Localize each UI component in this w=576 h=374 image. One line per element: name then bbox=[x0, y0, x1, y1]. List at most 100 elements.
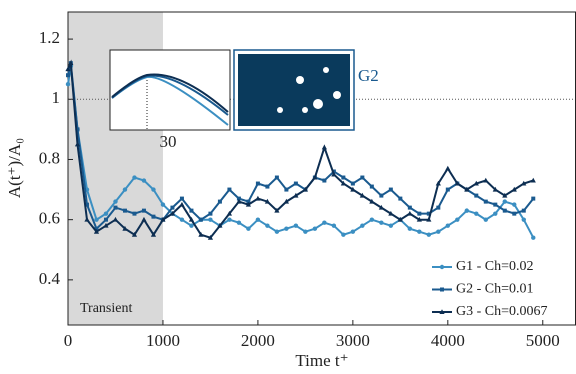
marker bbox=[351, 182, 355, 186]
chart: A(t⁺)/A₀ Time t⁺ Transient0.40.60.811.20… bbox=[0, 0, 576, 374]
marker bbox=[512, 202, 516, 206]
marker bbox=[370, 217, 374, 221]
marker bbox=[417, 212, 421, 216]
marker bbox=[208, 217, 212, 221]
y-axis-label: A(t⁺)/A₀ bbox=[5, 138, 24, 198]
marker bbox=[436, 206, 440, 210]
marker bbox=[265, 223, 269, 227]
marker bbox=[227, 217, 231, 221]
marker bbox=[170, 206, 174, 210]
marker bbox=[294, 182, 298, 186]
inset-zoom bbox=[110, 50, 230, 130]
marker bbox=[275, 176, 279, 180]
marker bbox=[322, 145, 327, 150]
legend-label: G1 - Ch=0.02 bbox=[456, 259, 534, 274]
marker bbox=[503, 199, 507, 203]
marker bbox=[322, 179, 326, 183]
marker bbox=[66, 73, 70, 77]
marker bbox=[389, 223, 393, 227]
marker bbox=[531, 197, 535, 201]
marker bbox=[445, 166, 450, 171]
marker bbox=[455, 217, 459, 221]
marker bbox=[503, 209, 507, 213]
x-tick-label: 5000 bbox=[526, 331, 560, 350]
y-tick-label: 1.2 bbox=[39, 28, 60, 47]
marker bbox=[360, 176, 364, 180]
marker bbox=[227, 188, 231, 192]
marker bbox=[436, 230, 440, 234]
marker bbox=[379, 220, 383, 224]
marker bbox=[417, 230, 421, 234]
marker bbox=[512, 212, 516, 216]
marker bbox=[66, 82, 70, 86]
x-tick-label: 1000 bbox=[146, 331, 180, 350]
marker bbox=[484, 200, 488, 204]
marker bbox=[256, 217, 260, 221]
marker bbox=[389, 188, 393, 192]
marker bbox=[360, 223, 364, 227]
marker bbox=[132, 212, 136, 216]
marker bbox=[123, 187, 127, 191]
marker bbox=[522, 209, 526, 213]
marker bbox=[199, 218, 203, 222]
marker bbox=[151, 187, 155, 191]
inset-label: G2 bbox=[358, 66, 379, 85]
marker bbox=[427, 233, 431, 237]
marker bbox=[208, 212, 212, 216]
marker bbox=[322, 220, 326, 224]
y-tick-label: 0.6 bbox=[39, 209, 60, 228]
marker bbox=[446, 188, 450, 192]
marker bbox=[493, 203, 497, 207]
marker bbox=[161, 202, 165, 206]
marker bbox=[440, 288, 444, 292]
marker bbox=[446, 223, 450, 227]
marker bbox=[493, 211, 497, 215]
legend-label: G3 - Ch=0.0067 bbox=[456, 304, 548, 319]
marker bbox=[246, 226, 250, 230]
marker bbox=[341, 233, 345, 237]
marker bbox=[180, 197, 184, 201]
marker bbox=[189, 223, 193, 227]
marker bbox=[465, 208, 469, 212]
marker bbox=[522, 217, 526, 221]
inset-tick-label: 30 bbox=[160, 132, 177, 151]
marker bbox=[370, 185, 374, 189]
marker bbox=[189, 209, 193, 213]
region-label: Transient bbox=[80, 301, 132, 316]
marker bbox=[474, 211, 478, 215]
marker bbox=[294, 223, 298, 227]
marker bbox=[113, 199, 117, 203]
marker bbox=[218, 200, 222, 204]
marker bbox=[142, 178, 146, 182]
marker bbox=[474, 194, 478, 198]
marker bbox=[284, 188, 288, 192]
x-tick-label: 4000 bbox=[431, 331, 465, 350]
x-tick-label: 0 bbox=[64, 331, 73, 350]
inset-field bbox=[234, 50, 354, 130]
marker bbox=[332, 223, 336, 227]
marker bbox=[180, 217, 184, 221]
marker bbox=[407, 211, 412, 216]
marker bbox=[313, 226, 317, 230]
marker bbox=[284, 226, 288, 230]
marker bbox=[265, 185, 269, 189]
marker bbox=[341, 176, 345, 180]
x-tick-label: 2000 bbox=[241, 331, 275, 350]
marker bbox=[275, 230, 279, 234]
marker bbox=[440, 265, 444, 269]
marker bbox=[104, 211, 108, 215]
marker bbox=[94, 217, 98, 221]
marker bbox=[408, 226, 412, 230]
marker bbox=[104, 218, 108, 222]
y-tick-label: 0.8 bbox=[39, 148, 60, 167]
legend-label: G2 - Ch=0.01 bbox=[456, 282, 534, 297]
marker bbox=[237, 220, 241, 224]
marker bbox=[351, 230, 355, 234]
marker bbox=[132, 175, 136, 179]
marker bbox=[256, 182, 260, 186]
marker bbox=[113, 206, 117, 210]
marker bbox=[379, 194, 383, 198]
marker bbox=[123, 209, 127, 213]
marker bbox=[408, 206, 412, 210]
marker bbox=[531, 236, 535, 240]
